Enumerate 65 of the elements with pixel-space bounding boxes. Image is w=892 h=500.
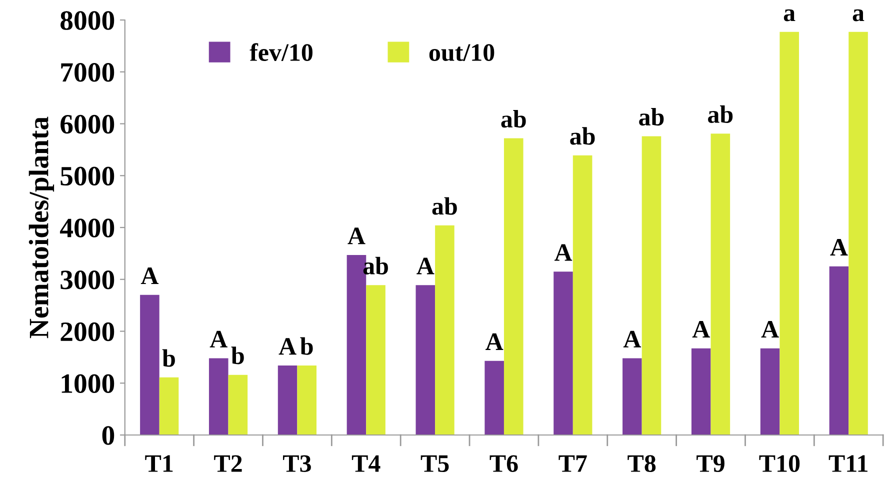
bar xyxy=(622,358,642,435)
bar xyxy=(642,136,662,435)
x-tick-label: T7 xyxy=(558,455,587,472)
y-tick-label: 5000 xyxy=(60,166,114,186)
annotation: a xyxy=(784,9,796,22)
x-tick-label: T9 xyxy=(696,455,724,472)
y-axis-title: Nematoides/planta xyxy=(28,116,54,338)
y-tick-label: 4000 xyxy=(60,218,114,238)
bar xyxy=(554,272,573,435)
annotation: A xyxy=(348,228,366,244)
annotation: A xyxy=(761,320,779,338)
y-tick-label: 8000 xyxy=(60,11,114,30)
x-tick-label: T2 xyxy=(214,455,242,472)
bar xyxy=(760,348,780,435)
x-tick-label: T5 xyxy=(420,455,449,472)
bar xyxy=(228,374,248,435)
y-tick-label: 1000 xyxy=(62,374,114,394)
annotation: A xyxy=(486,333,504,350)
bar xyxy=(780,32,799,435)
annotation: A xyxy=(554,244,572,261)
y-tick-label: 3000 xyxy=(60,270,114,290)
bar xyxy=(366,285,386,435)
x-tick-label: T8 xyxy=(628,455,656,472)
annotation: b xyxy=(300,337,313,355)
annotation: a xyxy=(852,9,864,22)
annotation: ab xyxy=(570,127,595,145)
bar xyxy=(710,134,730,435)
annotation: ab xyxy=(501,110,526,128)
bar xyxy=(848,32,868,435)
annotation: b xyxy=(231,346,244,364)
annotation: A xyxy=(210,330,228,348)
annotation: A xyxy=(830,239,848,256)
x-tick-label: T6 xyxy=(490,455,518,472)
annotation: b xyxy=(162,349,175,367)
x-tick-label: T1 xyxy=(145,455,173,472)
legend-label: out/10 xyxy=(429,44,494,62)
legend-label: fev/10 xyxy=(250,43,312,61)
y-tick-label: 2000 xyxy=(60,322,114,342)
bar xyxy=(829,266,849,435)
bar xyxy=(416,285,436,435)
bar xyxy=(208,358,228,435)
y-tick-label: 0 xyxy=(102,426,114,445)
bar xyxy=(159,377,179,435)
x-tick-label: T10 xyxy=(759,455,800,472)
annotation: A xyxy=(278,338,296,355)
bar xyxy=(297,365,316,435)
annotation: A xyxy=(623,330,642,348)
annotation: ab xyxy=(639,108,664,126)
annotation: ab xyxy=(708,105,733,123)
y-tick-label: 7000 xyxy=(61,63,114,82)
bar xyxy=(140,294,160,435)
bar xyxy=(435,225,454,435)
x-tick-label: T4 xyxy=(352,455,380,472)
bar xyxy=(484,360,504,435)
x-tick-label: T3 xyxy=(283,455,311,472)
bar xyxy=(504,138,524,435)
annotation: ab xyxy=(432,197,457,215)
x-tick-label: T11 xyxy=(828,455,868,472)
annotation: A xyxy=(416,258,434,274)
bar xyxy=(572,155,592,435)
y-tick-label: 6000 xyxy=(60,114,114,134)
bar xyxy=(691,348,711,435)
annotation: A xyxy=(692,320,710,338)
bar xyxy=(278,365,298,435)
annotation: A xyxy=(140,268,159,284)
